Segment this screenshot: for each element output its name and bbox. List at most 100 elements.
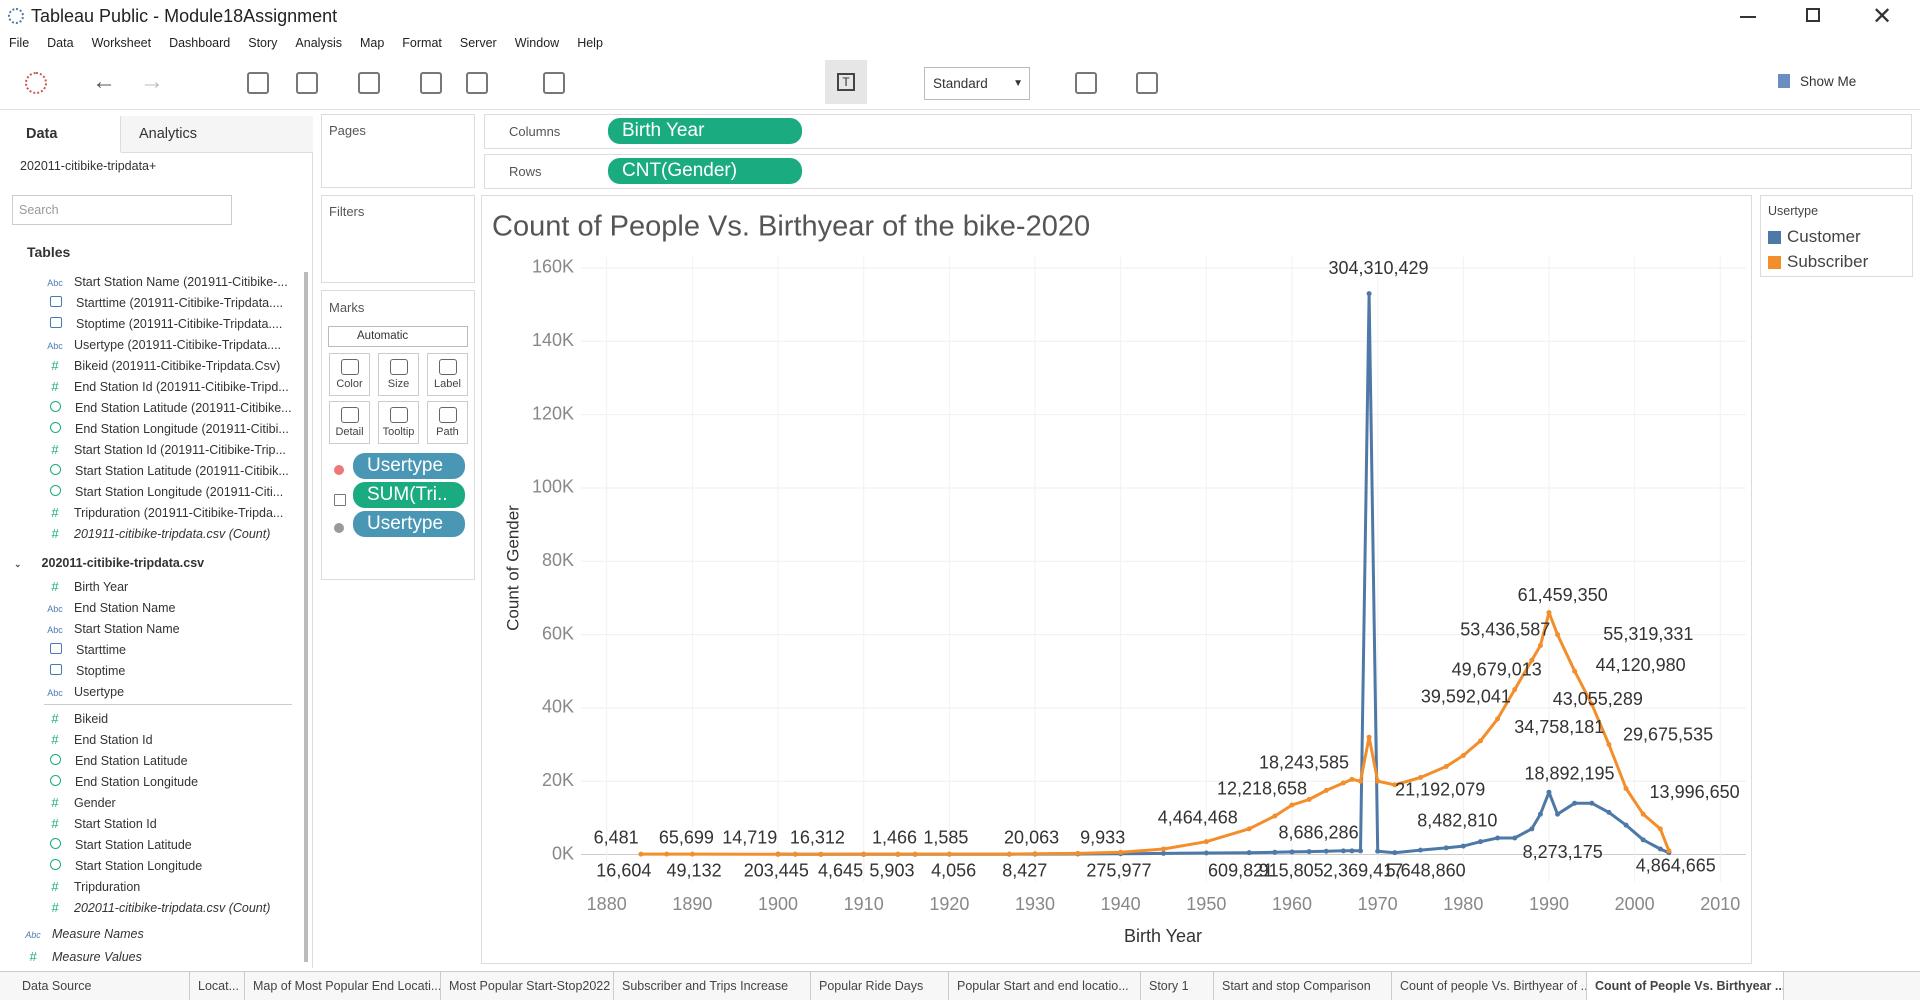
field-name: End Station Name — [74, 601, 176, 615]
close[interactable]: ✕ — [1872, 3, 1893, 30]
mark-button-label: Tooltip — [382, 426, 415, 438]
datasource[interactable]: 202011-citibike-tripdata+ — [20, 159, 157, 173]
menu-item[interactable]: File — [9, 36, 30, 50]
data-tab[interactable]: Data — [0, 116, 121, 153]
search-box[interactable]: Search — [12, 195, 232, 225]
field[interactable]: Stoptime — [44, 661, 125, 681]
field[interactable]: Abc Usertype — [44, 682, 124, 703]
mark-type[interactable]: Automatic — [328, 326, 468, 347]
field[interactable]: # End Station Id — [44, 730, 152, 750]
sheet-tab[interactable]: Popular Ride Days — [811, 972, 949, 1000]
field[interactable]: End Station Latitude (201911-Citibike... — [44, 398, 292, 418]
field[interactable]: # Bikeid (201911-Citibike-Tripdata.Csv) — [44, 356, 280, 376]
field[interactable]: Abc End Station Name — [44, 598, 175, 619]
menu-item[interactable]: Worksheet — [91, 36, 152, 50]
show-me[interactable]: Show Me — [1800, 74, 1857, 89]
marks-pill[interactable]: Usertype — [353, 453, 465, 479]
field[interactable]: Start Station Latitude (201911-Citibik..… — [44, 461, 289, 481]
analytics-tab[interactable]: Analytics — [121, 116, 313, 153]
sheet-tab[interactable]: Count of People Vs. Birthyear ... — [1587, 972, 1784, 1000]
duplicate[interactable] — [420, 72, 442, 94]
sheet-tab[interactable]: Count of people Vs. Birthyear of ... — [1392, 972, 1587, 1000]
restore[interactable] — [1806, 8, 1820, 22]
minimize[interactable] — [1740, 16, 1756, 18]
fit-dropdown[interactable]: Standard ▼ — [924, 67, 1030, 100]
sheet-tab[interactable]: Popular Start and end locatio... — [949, 972, 1141, 1000]
shelf-label: Filters — [329, 204, 365, 219]
menu-item[interactable]: Map — [359, 36, 385, 50]
point — [1161, 850, 1166, 856]
mark-button[interactable]: Detail — [329, 401, 370, 444]
field[interactable]: End Station Longitude (201911-Citibi... — [44, 419, 289, 439]
new-sheet[interactable] — [358, 72, 380, 94]
redo[interactable]: → — [140, 68, 164, 95]
column-pill[interactable]: Birth Year — [608, 118, 802, 144]
mark-button[interactable]: Label — [427, 353, 468, 396]
field[interactable]: # Start Station Id (201911-Citibike-Trip.… — [44, 440, 286, 460]
point — [1417, 847, 1423, 853]
field[interactable]: #201911-citibike-tripdata.csv (Count) — [44, 524, 270, 544]
sheet-tab[interactable]: Subscriber and Trips Increase — [614, 972, 811, 1000]
field[interactable]: # Measure Values — [22, 947, 142, 967]
save[interactable] — [247, 72, 269, 94]
mark-button[interactable]: Path — [427, 401, 468, 444]
menu-item[interactable]: Format — [402, 36, 442, 50]
field[interactable]: # Bikeid — [44, 709, 108, 729]
sheet-tab[interactable]: Data Source — [0, 972, 190, 1000]
field[interactable]: # Gender — [44, 793, 115, 813]
marks-pill[interactable]: Usertype — [353, 511, 465, 537]
field[interactable]: Abc Usertype (201911-Citibike-Tripdata...… — [44, 335, 281, 356]
swap-rows[interactable] — [1075, 72, 1097, 94]
field-type: Abc — [25, 930, 41, 940]
swap[interactable] — [543, 72, 565, 94]
show-labels[interactable]: T — [825, 60, 867, 104]
x-tick-label: 1890 — [672, 894, 712, 914]
field[interactable]: Start Station Longitude (201911-Citi... — [44, 482, 283, 502]
field[interactable]: #202011-citibike-tripdata.csv (Count) — [44, 898, 270, 918]
field[interactable]: # End Station Id (201911-Citibike-Tripd..… — [44, 377, 288, 397]
tool-icon[interactable] — [25, 72, 47, 94]
field-name: 202011-citibike-tripdata.csv (Count) — [74, 901, 271, 915]
mark-button[interactable]: Tooltip — [378, 401, 419, 444]
field[interactable]: # Tripduration — [44, 877, 140, 897]
field[interactable]: End Station Longitude — [44, 772, 198, 792]
sheet-tab[interactable]: Story 1 — [1141, 972, 1214, 1000]
field[interactable]: # Start Station Id — [44, 814, 156, 834]
mark-button[interactable]: Size — [378, 353, 419, 396]
field[interactable]: # Birth Year — [44, 577, 128, 597]
presentation[interactable] — [1136, 72, 1158, 94]
menu-item[interactable]: Data — [47, 36, 74, 50]
field[interactable]: Start Station Latitude — [44, 835, 192, 855]
clear[interactable] — [466, 72, 488, 94]
point — [1075, 850, 1081, 856]
table-name[interactable]: ⌄ 202011-citibike-tripdata.csv — [14, 556, 204, 570]
marks-pill[interactable]: SUM(Tri.. — [353, 482, 465, 508]
menu-item[interactable]: Analysis — [295, 36, 342, 50]
field[interactable]: Starttime — [44, 640, 126, 660]
y-tick-label: 140K — [532, 330, 574, 350]
row-pill[interactable]: CNT(Gender) — [608, 158, 802, 184]
menu-item[interactable]: Dashboard — [169, 36, 231, 50]
new-data[interactable] — [296, 72, 318, 94]
field-type: # — [51, 442, 59, 457]
sheet-tab[interactable]: Most Popular Start-Stop2022 — [441, 972, 614, 1000]
menu-item[interactable]: Server — [459, 36, 497, 50]
menu-item[interactable]: Window — [514, 36, 560, 50]
menu-item[interactable]: Help — [577, 36, 603, 50]
sheet-tab[interactable]: Locat... — [190, 972, 245, 1000]
field[interactable]: Stoptime (201911-Citibike-Tripdata.... — [44, 314, 282, 334]
undo[interactable]: ← — [92, 68, 116, 95]
field[interactable]: End Station Latitude — [44, 751, 188, 771]
field[interactable]: Starttime (201911-Citibike-Tripdata.... — [44, 293, 283, 313]
field[interactable]: Abc Measure Names — [22, 924, 143, 945]
scrollbar[interactable] — [304, 272, 308, 962]
field[interactable]: Start Station Longitude — [44, 856, 202, 876]
menu-item[interactable]: Story — [248, 36, 278, 50]
field[interactable]: Abc Start Station Name (201911-Citibike-.… — [44, 272, 288, 293]
sheet-tab[interactable]: Map of Most Popular End Locati... — [245, 972, 441, 1000]
field[interactable]: Abc Start Station Name — [44, 619, 179, 640]
mark-button[interactable]: Color — [329, 353, 370, 396]
sheet-tab[interactable]: Start and stop Comparison — [1214, 972, 1392, 1000]
point — [1289, 802, 1295, 808]
field[interactable]: # Tripduration (201911-Citibike-Tripda... — [44, 503, 283, 523]
